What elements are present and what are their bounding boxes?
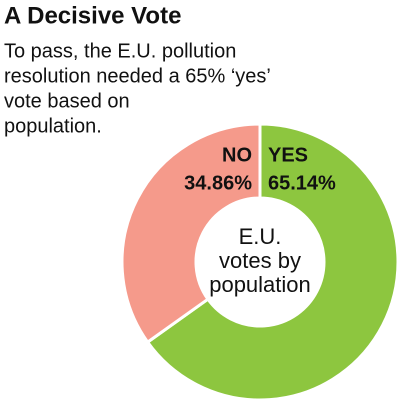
subtitle-line: vote based on (4, 90, 130, 112)
center-label: E.U. (239, 224, 282, 249)
center-label: population (209, 272, 311, 297)
chart-title: A Decisive Vote (4, 2, 181, 29)
donut-slice (120, 122, 262, 345)
slice-label: NO (222, 144, 252, 166)
subtitle-line: population. (4, 115, 102, 137)
subtitle-line: To pass, the E.U. pollution (4, 40, 236, 62)
value-label: 34.86% (184, 172, 252, 194)
slice-label: YES (268, 144, 308, 166)
subtitle-line: resolution needed a 65% ‘yes’ (4, 65, 271, 87)
value-label: 65.14% (268, 172, 336, 194)
donut-slice (145, 122, 400, 400)
center-label: votes by (219, 248, 301, 273)
